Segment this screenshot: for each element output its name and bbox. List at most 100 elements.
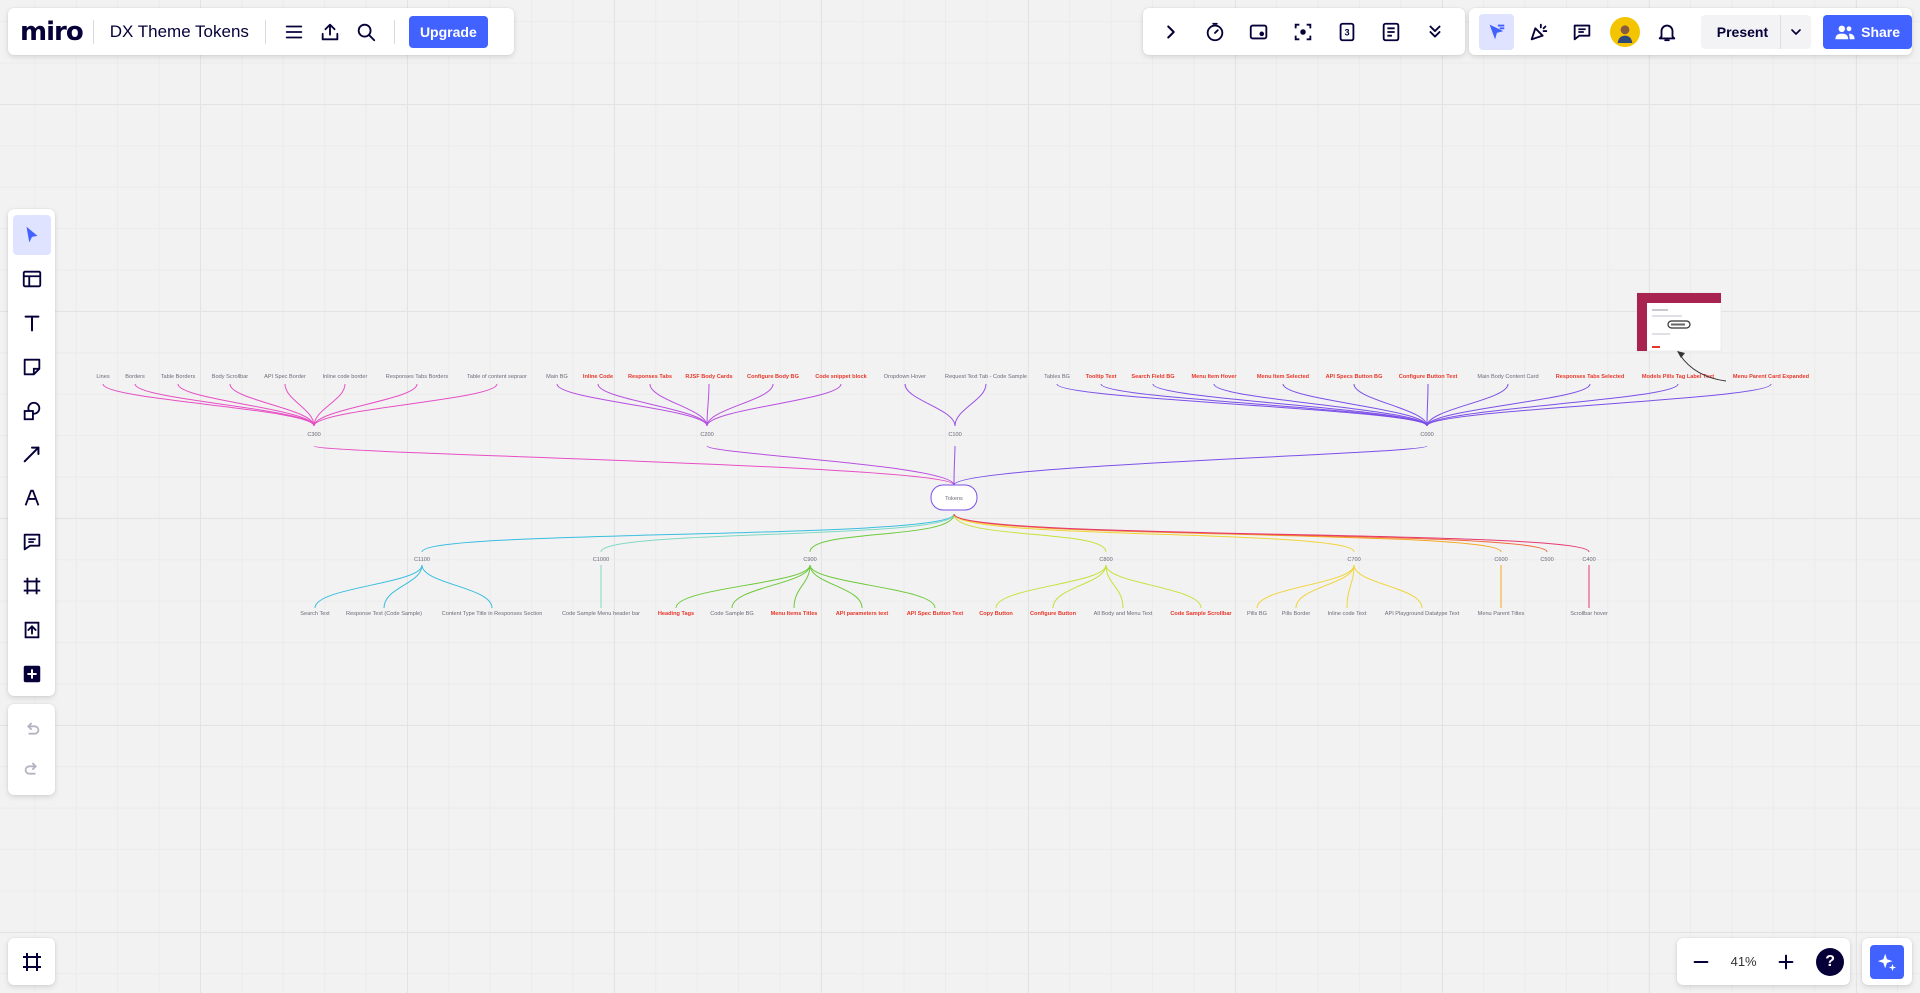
miro-logo[interactable]: miro xyxy=(20,16,84,47)
search-icon[interactable] xyxy=(348,14,384,50)
leaf-node[interactable]: Code Sample Menu header bar xyxy=(562,611,640,617)
leaf-edge[interactable] xyxy=(313,383,498,427)
branch-node[interactable]: C500 xyxy=(1540,557,1553,563)
branch-edge[interactable] xyxy=(706,445,955,486)
ai-assistant-button[interactable] xyxy=(1862,938,1912,985)
leaf-node[interactable]: Table of content sepraor xyxy=(467,374,527,380)
leaf-node[interactable]: API Spec Border xyxy=(264,374,306,380)
leaf-edge[interactable] xyxy=(177,383,315,427)
leaf-edge[interactable] xyxy=(706,383,710,427)
double-chevron-down-icon[interactable] xyxy=(1416,14,1454,50)
leaf-edge[interactable] xyxy=(1426,383,1772,427)
upload-icon[interactable] xyxy=(13,610,51,650)
user-avatar[interactable] xyxy=(1607,14,1642,50)
leaf-edge[interactable] xyxy=(1105,564,1124,609)
leaf-edge[interactable] xyxy=(995,564,1107,609)
leaf-node[interactable]: Copy Button xyxy=(979,611,1013,617)
board-title[interactable]: DX Theme Tokens xyxy=(109,21,249,41)
leaf-node[interactable]: Main Body Content Card xyxy=(1477,374,1538,380)
sticky-note-icon[interactable] xyxy=(13,347,51,387)
share-button[interactable]: Share xyxy=(1823,14,1913,49)
leaf-node[interactable]: Heading Tags xyxy=(658,611,694,617)
leaf-edge[interactable] xyxy=(954,383,987,427)
branch-edge[interactable] xyxy=(809,513,955,553)
zoom-level[interactable]: 41% xyxy=(1730,954,1757,969)
leaf-edge[interactable] xyxy=(1353,564,1423,609)
branch-node[interactable]: C100 xyxy=(948,432,961,438)
branch-node[interactable]: C400 xyxy=(1582,557,1595,563)
leaf-node[interactable]: Borders xyxy=(125,374,145,380)
leaf-node[interactable]: All Body and Menu Text xyxy=(1094,611,1153,617)
leaf-edge[interactable] xyxy=(314,564,423,609)
leaf-node[interactable]: Dropdown Hover xyxy=(884,374,926,380)
leaf-node[interactable]: Configure Button Text xyxy=(1399,374,1458,380)
leaf-node[interactable]: API Specs Button BG xyxy=(1326,374,1383,380)
root-node[interactable]: Tokens xyxy=(930,484,978,511)
leaf-node[interactable]: Tables BG xyxy=(1044,374,1070,380)
leaf-edge[interactable] xyxy=(706,383,842,427)
leaf-node[interactable]: Inline code Text xyxy=(1328,611,1367,617)
leaf-edge[interactable] xyxy=(421,564,493,609)
branch-edge[interactable] xyxy=(953,513,1355,553)
leaf-edge[interactable] xyxy=(1052,564,1107,609)
leaf-edge[interactable] xyxy=(1353,383,1428,427)
branch-edge[interactable] xyxy=(421,513,955,553)
redo-icon[interactable] xyxy=(14,750,50,790)
leaf-edge[interactable] xyxy=(1213,383,1428,427)
video-chat-icon[interactable] xyxy=(1240,14,1278,50)
text-tool-icon[interactable] xyxy=(13,303,51,343)
branch-node[interactable]: C800 xyxy=(1099,557,1112,563)
leaf-edge[interactable] xyxy=(793,564,811,609)
leaf-node[interactable]: Menu Parent Titles xyxy=(1478,611,1525,617)
leaf-node[interactable]: Main BG xyxy=(546,374,568,380)
branch-edge[interactable] xyxy=(600,513,955,553)
notifications-bell-icon[interactable] xyxy=(1650,14,1685,50)
leaf-node[interactable]: Responses Tabs xyxy=(628,374,672,380)
leaf-node[interactable]: Menu Item Selected xyxy=(1257,374,1310,380)
leaf-edge[interactable] xyxy=(809,564,936,609)
leaf-node[interactable]: Tooltip Text xyxy=(1086,374,1117,380)
timer-icon[interactable] xyxy=(1196,14,1234,50)
leaf-node[interactable]: Models Pills Tag Label Text xyxy=(1642,374,1714,380)
chevron-down-icon[interactable] xyxy=(1780,14,1811,49)
branch-edge[interactable] xyxy=(953,513,1548,553)
leaf-edge[interactable] xyxy=(731,564,811,609)
upgrade-button[interactable]: Upgrade xyxy=(408,15,488,48)
leaf-node[interactable]: Body Scrollbar xyxy=(212,374,249,380)
leaf-node[interactable]: Search Field BG xyxy=(1131,374,1174,380)
leaf-node[interactable]: Menu Parent Card Expanded xyxy=(1733,374,1810,380)
leaf-node[interactable]: Inline code border xyxy=(323,374,368,380)
leaf-edge[interactable] xyxy=(706,383,774,427)
reactions-icon[interactable] xyxy=(1522,14,1557,50)
leaf-node[interactable]: Menu Items Titles xyxy=(771,611,818,617)
branch-node[interactable]: C200 xyxy=(700,432,713,438)
leaf-edge[interactable] xyxy=(1426,383,1429,427)
export-icon[interactable] xyxy=(312,14,348,50)
leaf-node[interactable]: Table Borders xyxy=(161,374,196,380)
leaf-node[interactable]: Scrollbar hover xyxy=(1570,611,1608,617)
leaf-node[interactable]: Code Sample BG xyxy=(710,611,754,617)
branch-edge[interactable] xyxy=(953,445,1428,486)
leaf-edge[interactable] xyxy=(809,564,863,609)
branch-node[interactable]: C600 xyxy=(1494,557,1507,563)
leaf-edge[interactable] xyxy=(313,383,346,427)
leaf-node[interactable]: Response Text (Code Sample) xyxy=(346,611,422,617)
leaf-node[interactable]: Inline Code xyxy=(583,374,613,380)
cursor-filter-icon[interactable] xyxy=(1479,13,1514,50)
voting-icon[interactable]: 3 xyxy=(1328,14,1366,50)
branch-edge[interactable] xyxy=(313,445,955,486)
branch-edge[interactable] xyxy=(953,445,956,486)
leaf-edge[interactable] xyxy=(1426,383,1679,427)
present-button[interactable]: Present xyxy=(1716,23,1769,40)
leaf-node[interactable]: Pills BG xyxy=(1247,611,1267,617)
leaf-edge[interactable] xyxy=(1152,383,1428,427)
help-button[interactable]: ? xyxy=(1816,947,1845,976)
leaf-node[interactable]: RJSF Body Cards xyxy=(685,374,732,380)
leaf-node[interactable]: Code Sample Scrollbar xyxy=(1170,611,1232,617)
leaf-edge[interactable] xyxy=(1346,564,1355,609)
pen-icon[interactable] xyxy=(13,478,51,518)
leaf-node[interactable]: Code snippet block xyxy=(815,374,867,380)
leaf-edge[interactable] xyxy=(1295,564,1355,609)
branch-node[interactable]: C1000 xyxy=(593,557,609,563)
